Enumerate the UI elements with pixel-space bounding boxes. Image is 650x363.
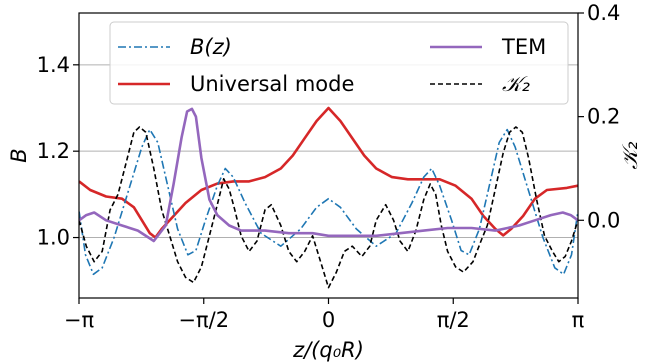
- y-axis-left-label: B: [7, 148, 31, 162]
- y-right-tick-label: 0.0: [587, 208, 620, 232]
- series-line-K2: [79, 126, 578, 289]
- legend-box: [109, 21, 569, 105]
- x-tick-label: π: [572, 308, 585, 332]
- y-right-tick-label: 0.4: [587, 1, 620, 25]
- series-layer: [79, 106, 578, 289]
- y-left-tick-label: 1.0: [37, 226, 70, 250]
- x-tick-label: −π: [64, 308, 95, 332]
- ticks-layer: −π −π/2 0 π/2 π 1.0 1.2 1.4 0.0 0.2 0.4: [37, 1, 621, 332]
- series-line-B: [79, 128, 578, 276]
- y-axis-right-label: 𝒦₂: [618, 141, 642, 170]
- legend-label-tem: TEM: [501, 35, 546, 59]
- y-right-tick-label: 0.2: [587, 105, 620, 129]
- x-axis-label: z/(q₀R): [292, 338, 364, 362]
- legend: B(z) Universal mode TEM 𝒦₂: [109, 21, 569, 105]
- legend-label-universal: Universal mode: [190, 72, 354, 96]
- x-tick-label: π/2: [437, 308, 470, 332]
- legend-label-K2: 𝒦₂: [502, 72, 531, 96]
- x-tick-label: 0: [322, 308, 335, 332]
- y-left-tick-label: 1.2: [37, 139, 70, 163]
- series-line-tem: [79, 107, 578, 243]
- x-tick-label: −π/2: [178, 308, 229, 332]
- y-left-tick-label: 1.4: [37, 53, 70, 77]
- series-line-universal: [79, 106, 578, 239]
- legend-label-B: B(z): [190, 35, 232, 59]
